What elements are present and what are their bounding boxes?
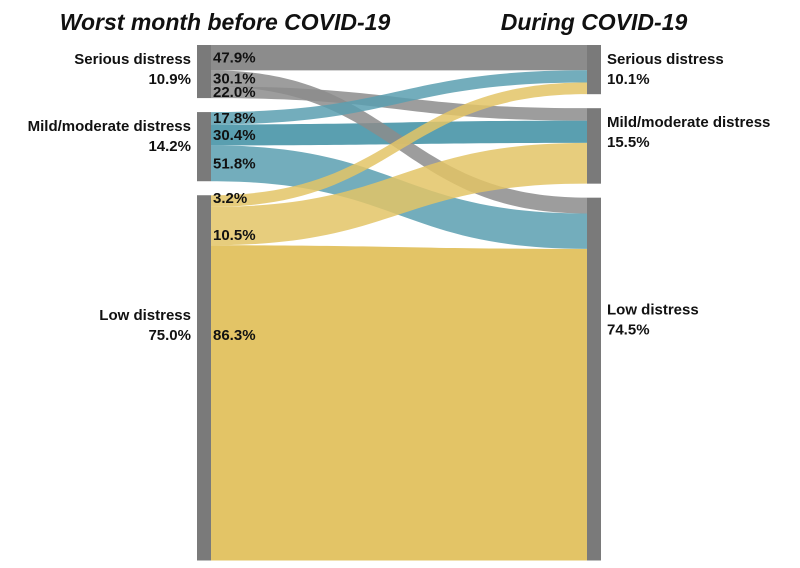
- right-node-serious: [587, 45, 601, 95]
- flow-mild-to-mild: [211, 120, 587, 146]
- right-column-title: During COVID-19: [501, 9, 688, 35]
- right-node-label-low: Low distress: [607, 302, 699, 319]
- flow-mild-to-serious: [211, 70, 587, 125]
- flow-label-mild-to-mild: 30.4%: [213, 127, 256, 144]
- flow-label-serious-to-low: 30.1%: [213, 70, 256, 87]
- node-layer: [197, 45, 601, 561]
- flow-low-to-mild: [211, 142, 587, 246]
- right-node-percent-serious: 10.1%: [607, 71, 650, 88]
- left-node-serious: [197, 45, 211, 99]
- flow-label-mild-to-serious: 17.8%: [213, 110, 256, 127]
- right-node-label-mild: Mild/moderate distress: [607, 114, 770, 131]
- left-node-percent-low: 75.0%: [148, 327, 191, 344]
- flow-label-mild-to-low: 51.8%: [213, 155, 256, 172]
- flow-label-low-to-serious: 3.2%: [213, 190, 247, 207]
- left-node-label-low: Low distress: [99, 307, 191, 324]
- left-node-low: [197, 195, 211, 561]
- right-node-percent-mild: 15.5%: [607, 134, 650, 151]
- left-column-title: Worst month before COVID-19: [60, 9, 391, 35]
- flow-low-to-low: [211, 245, 587, 561]
- right-node-percent-low: 74.5%: [607, 322, 650, 339]
- left-node-percent-serious: 10.9%: [148, 71, 191, 88]
- flow-layer: [211, 45, 587, 561]
- left-node-label-serious: Serious distress: [74, 51, 191, 68]
- flow-serious-to-serious: [211, 45, 587, 71]
- left-node-mild: [197, 112, 211, 182]
- flow-label-serious-to-mild: 22.0%: [213, 84, 256, 101]
- flow-label-serious-to-serious: 47.9%: [213, 50, 256, 67]
- left-node-label-mild: Mild/moderate distress: [28, 118, 191, 135]
- flow-low-to-serious: [211, 82, 587, 207]
- right-node-low: [587, 197, 601, 561]
- flow-label-low-to-low: 86.3%: [213, 327, 256, 344]
- flow-label-low-to-mild: 10.5%: [213, 227, 256, 244]
- label-layer: Serious distress 10.9% Mild/moderate distr…: [28, 50, 771, 344]
- right-node-mild: [587, 108, 601, 184]
- right-node-label-serious: Serious distress: [607, 51, 724, 68]
- left-node-percent-mild: 14.2%: [148, 138, 191, 155]
- flow-serious-to-mild: [211, 86, 587, 121]
